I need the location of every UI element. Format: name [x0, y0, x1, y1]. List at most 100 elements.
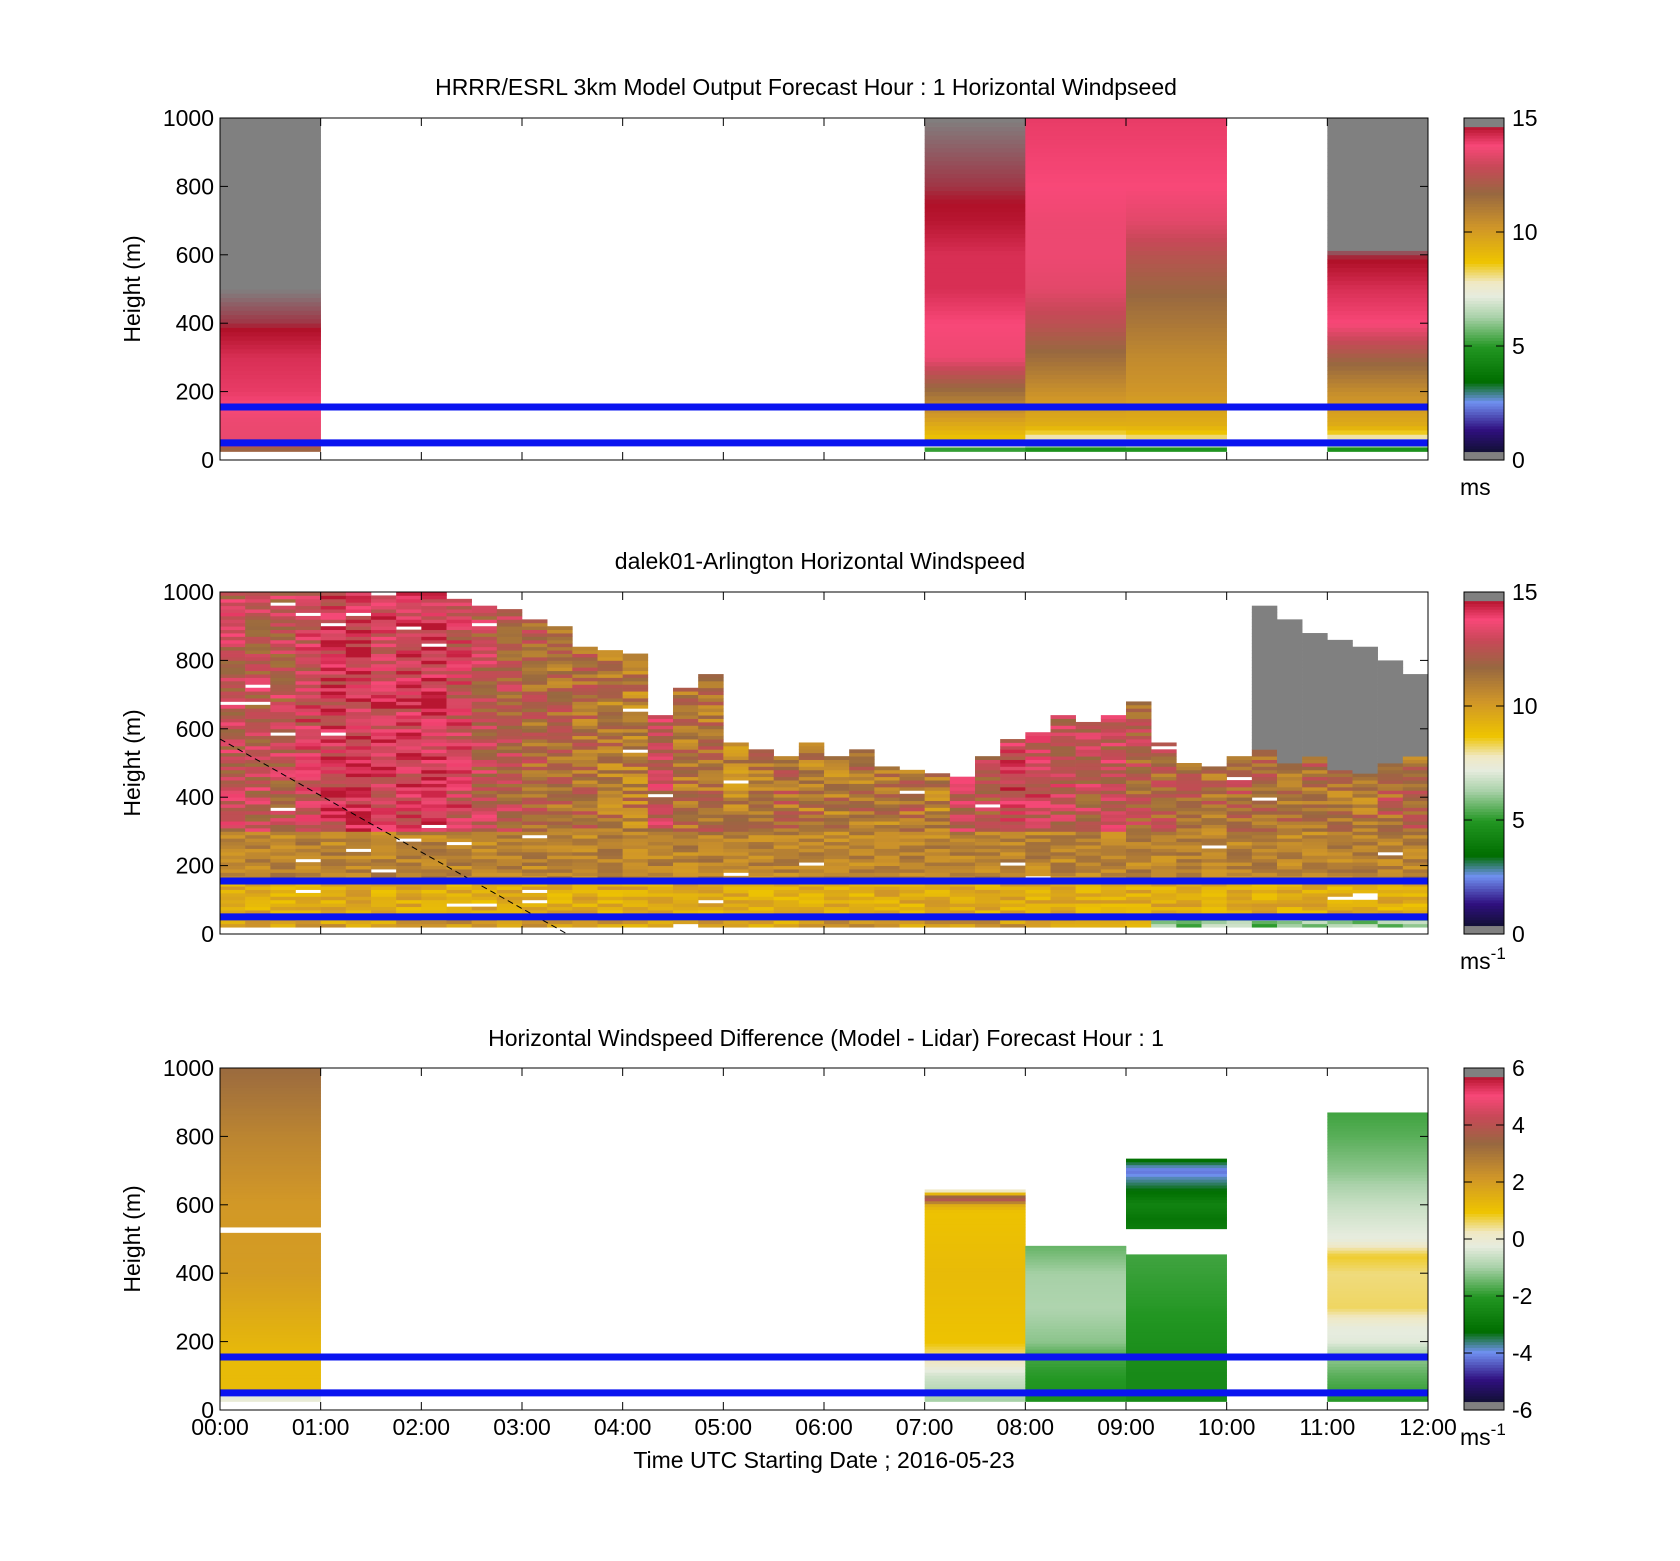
heatmap-cell	[949, 814, 976, 819]
heatmap-cell	[1151, 749, 1177, 754]
heatmap-cell	[748, 903, 774, 908]
heatmap-cell	[270, 704, 296, 709]
heatmap-cell	[899, 797, 925, 802]
heatmap-cell	[496, 636, 523, 641]
heatmap-cell	[1277, 763, 1303, 767]
heatmap-cell	[1327, 224, 1429, 230]
heatmap-cell	[924, 923, 951, 928]
heatmap-cell	[270, 896, 296, 901]
heatmap-cell	[949, 892, 976, 897]
heatmap-cell	[220, 1331, 321, 1335]
heatmap-cell	[622, 903, 649, 908]
heatmap-cell	[1302, 756, 1328, 760]
heatmap-cell	[572, 899, 598, 904]
panel-difference-x-ticks	[219, 1068, 1429, 1410]
heatmap-cell	[1377, 680, 1404, 685]
heatmap-cell	[1277, 838, 1303, 843]
heatmap-cell	[673, 821, 699, 825]
heatmap-cell	[1025, 143, 1127, 149]
x-tick-label: 08:00	[997, 1414, 1055, 1440]
heatmap-cell	[1352, 851, 1378, 856]
heatmap-cell	[1126, 1259, 1227, 1263]
heatmap-cell	[270, 643, 296, 648]
colorbar-swatch	[1464, 842, 1504, 847]
heatmap-cell	[220, 827, 246, 832]
heatmap-cell	[547, 708, 573, 713]
heatmap-cell	[522, 715, 548, 719]
heatmap-cell	[824, 827, 850, 832]
colorbar-swatch	[1464, 851, 1504, 855]
heatmap-cell	[748, 797, 774, 802]
heatmap-cell	[345, 602, 372, 607]
heatmap-cell	[371, 773, 397, 778]
heatmap-cell	[1251, 605, 1278, 610]
heatmap-cell	[1302, 899, 1328, 904]
heatmap-cell	[1277, 698, 1303, 702]
heatmap-cell	[1251, 646, 1278, 651]
heatmap-cell	[1126, 1196, 1227, 1201]
heatmap-cell	[673, 889, 699, 894]
heatmap-cell	[220, 1104, 321, 1109]
heatmap-cell	[849, 797, 875, 802]
heatmap-cell	[220, 1285, 321, 1289]
heatmap-cell	[1302, 725, 1328, 730]
heatmap-cell	[446, 721, 472, 726]
heatmap-cell	[622, 728, 649, 733]
heatmap-cell	[1226, 851, 1253, 856]
heatmap-cell	[496, 827, 523, 832]
heatmap-cell	[1251, 650, 1278, 654]
heatmap-cell	[522, 756, 548, 760]
colorbar-swatch	[1464, 223, 1504, 227]
heatmap-cell	[220, 1305, 321, 1309]
heatmap-cell	[924, 920, 951, 925]
colorbar-swatch	[1464, 440, 1504, 444]
heatmap-cell	[371, 886, 397, 890]
heatmap-cell	[1352, 800, 1378, 805]
heatmap-cell	[547, 674, 573, 678]
colorbar-swatch	[1464, 343, 1504, 347]
heatmap-cell	[1302, 817, 1328, 822]
heatmap-cell	[371, 609, 397, 613]
heatmap-cell	[924, 203, 1026, 209]
heatmap-cell	[1100, 780, 1127, 784]
heatmap-cell	[220, 1177, 321, 1181]
heatmap-cell	[1126, 143, 1227, 149]
heatmap-cell	[1025, 1245, 1127, 1248]
heatmap-cell	[345, 735, 372, 740]
heatmap-cell	[1251, 609, 1278, 613]
y-tick-label: 600	[176, 242, 214, 268]
heatmap-cell	[748, 831, 774, 836]
heatmap-cell	[270, 821, 296, 825]
heatmap-cell	[371, 865, 397, 870]
heatmap-cell	[647, 797, 674, 802]
heatmap-cell	[798, 851, 825, 856]
heatmap-cell	[1126, 1290, 1227, 1295]
heatmap-cell	[496, 882, 523, 887]
heatmap-cell	[345, 691, 372, 695]
heatmap-cell	[220, 1381, 321, 1385]
heatmap-cell	[220, 725, 246, 730]
heatmap-cell	[245, 626, 271, 631]
colorbar-swatch	[1464, 1125, 1504, 1129]
heatmap-cell	[572, 862, 598, 866]
heatmap-cell	[924, 318, 1026, 324]
heatmap-cell	[622, 810, 649, 815]
heatmap-cell	[849, 793, 875, 798]
heatmap-cell	[396, 687, 422, 692]
heatmap-cell	[1126, 293, 1227, 298]
heatmap-cell	[773, 869, 800, 873]
heatmap-cell	[1327, 207, 1429, 213]
heatmap-cell	[547, 892, 573, 897]
heatmap-cell	[220, 1197, 321, 1202]
heatmap-cell	[1327, 284, 1429, 290]
heatmap-cell	[396, 728, 422, 733]
heatmap-cell	[647, 725, 674, 730]
colorbar-swatch	[1464, 1190, 1504, 1194]
heatmap-cell	[396, 776, 422, 781]
heatmap-cell	[471, 882, 498, 887]
heatmap-cell	[622, 780, 649, 784]
heatmap-cell	[421, 886, 447, 890]
heatmap-cell	[1025, 1372, 1127, 1376]
heatmap-cell	[723, 800, 749, 805]
heatmap-cell	[371, 643, 397, 648]
